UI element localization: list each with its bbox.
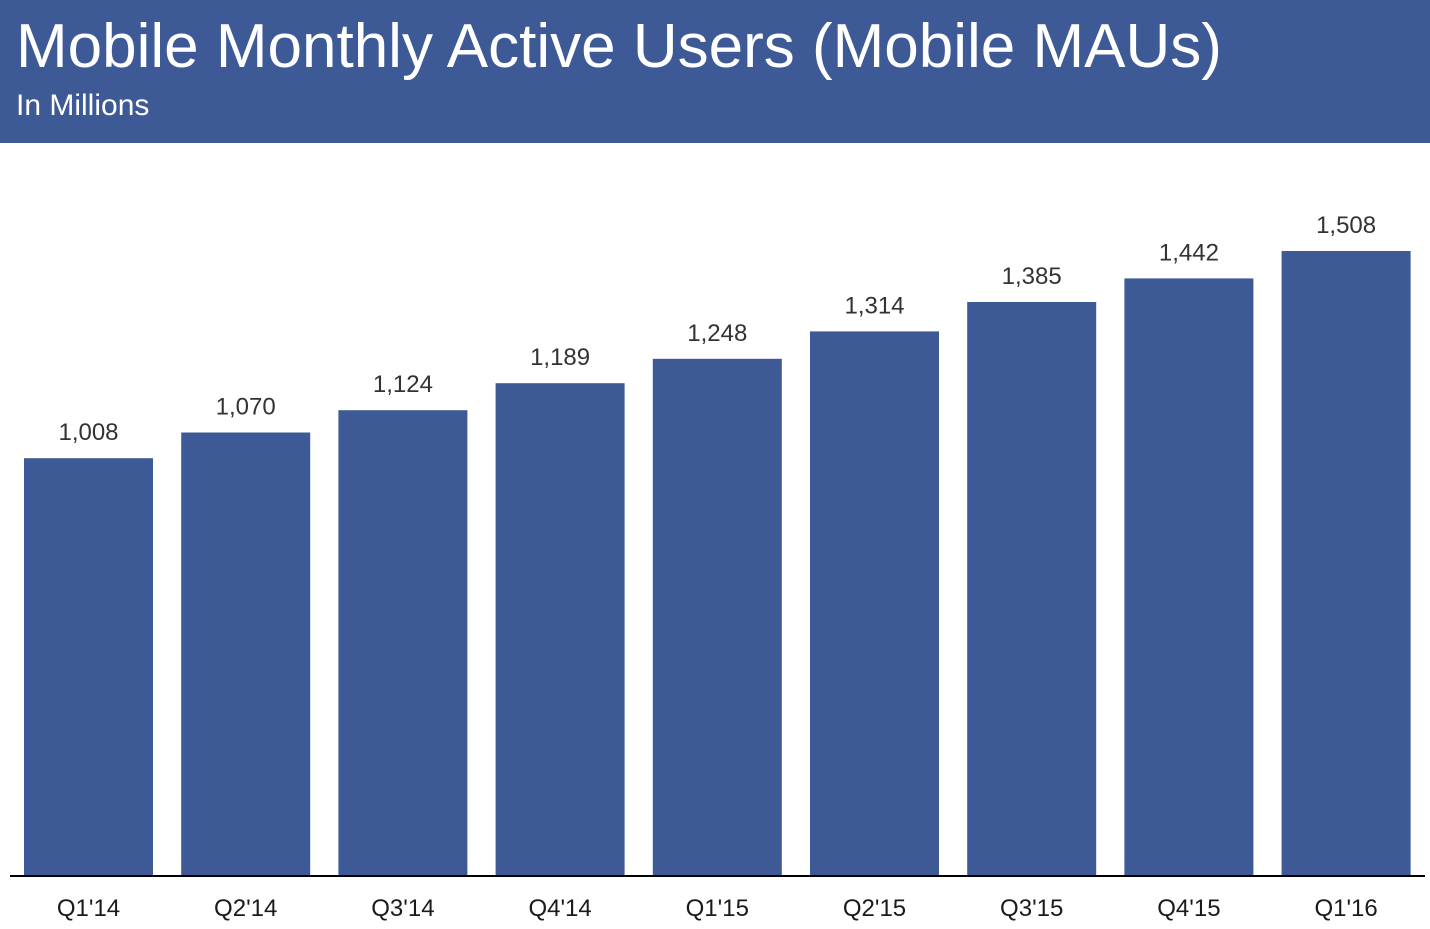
page-title: Mobile Monthly Active Users (Mobile MAUs… <box>16 12 1222 81</box>
data-label: 1,314 <box>844 292 904 319</box>
x-tick-label: Q3'15 <box>1000 895 1063 922</box>
x-tick-label: Q3'14 <box>371 895 434 922</box>
data-label: 1,442 <box>1159 239 1219 266</box>
x-tick-label: Q2'14 <box>214 895 277 922</box>
x-tick-label: Q1'15 <box>686 895 749 922</box>
bar-8 <box>1281 251 1411 876</box>
header-banner: Mobile Monthly Active Users (Mobile MAUs… <box>0 0 1430 143</box>
bar-3 <box>495 383 625 876</box>
bar-7 <box>1124 278 1254 876</box>
page-subtitle: In Millions <box>16 89 150 122</box>
bar-4 <box>652 358 782 876</box>
x-tick-label: Q4'14 <box>528 895 591 922</box>
x-tick-label: Q1'14 <box>57 895 120 922</box>
x-tick-label: Q2'15 <box>843 895 906 922</box>
data-label: 1,189 <box>530 344 590 371</box>
data-label: 1,508 <box>1316 212 1376 239</box>
data-label: 1,008 <box>58 419 118 446</box>
bar-0 <box>24 458 153 876</box>
x-tick-label: Q1'16 <box>1314 895 1377 922</box>
data-label: 1,124 <box>373 371 433 398</box>
data-label: 1,248 <box>687 320 747 347</box>
data-label: 1,070 <box>216 394 276 421</box>
bar-1 <box>181 432 311 876</box>
bar-5 <box>810 331 939 876</box>
bar-chart: 1,008 Q1'14 1,070 Q2'14 1,124 Q3'14 1,189 Q4'14… <box>10 212 1425 922</box>
bar-6 <box>967 302 1097 876</box>
x-tick-label: Q4'15 <box>1157 895 1220 922</box>
bar-2 <box>338 410 468 876</box>
data-label: 1,385 <box>1002 263 1062 290</box>
